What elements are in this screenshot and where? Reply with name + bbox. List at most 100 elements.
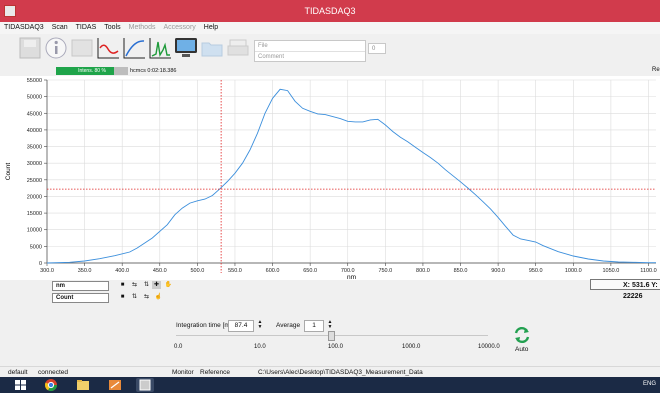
taskbar: ENG: [0, 377, 660, 393]
slider-label-1: 10.0: [254, 344, 266, 350]
slider-label-4: 10000.0: [478, 344, 500, 350]
y-zoom-icon[interactable]: ⇅: [131, 294, 138, 300]
cursor-coordinate-readout: X: 531.6 Y: 22226: [590, 279, 660, 300]
y-tick-label: 45000: [27, 111, 42, 117]
x-tick-label: 550.0: [228, 268, 242, 274]
y-tick-label: 25000: [27, 178, 42, 184]
menu-bar: TIDASDAQ3 Scan TIDAS Tools Methods Accessory H…: [0, 22, 660, 34]
average-field[interactable]: 1: [304, 320, 324, 332]
reference-label: Re: [652, 67, 660, 73]
y-tick-label: 35000: [27, 145, 42, 151]
x-tick-label: 500.0: [190, 268, 204, 274]
slider-label-0: 0.0: [174, 344, 183, 350]
tidasdaq-task-icon[interactable]: [136, 378, 154, 392]
x-tick-label: 1100.0: [640, 268, 656, 274]
menu-tools[interactable]: Tools: [104, 24, 121, 31]
spectrum-green-icon[interactable]: [148, 36, 172, 60]
progress-label: Intens. 80 %: [78, 68, 106, 74]
x-tick-label: 400.0: [115, 268, 129, 274]
file-input[interactable]: File: [258, 43, 268, 49]
x-tick-label: 300.0: [40, 268, 54, 274]
status-bar: default connected Monitor Reference C:\U…: [0, 366, 660, 378]
x-unit-panel[interactable]: nm: [52, 281, 109, 291]
spectrum-red-icon[interactable]: [96, 36, 120, 60]
y-tick-label: 0: [39, 261, 42, 267]
menu-tidas[interactable]: TIDAS: [75, 24, 97, 31]
menu-scan[interactable]: Scan: [51, 24, 68, 31]
y-tick-label: 15000: [27, 211, 42, 217]
integration-time-field[interactable]: 87.4: [228, 320, 254, 332]
system-tray-language[interactable]: ENG: [642, 381, 656, 387]
menu-tidasdaq3[interactable]: TIDASDAQ3: [4, 24, 44, 31]
y-tick-label: 5000: [30, 244, 42, 250]
x-tick-label: 1000.0: [565, 268, 582, 274]
x-lock-icon[interactable]: ■: [120, 282, 125, 288]
integration-time-label: Integration time [ms]: [176, 322, 235, 329]
y-axis: 0 5000 10000 15000 20000 25000 30000 35000 40000…: [27, 78, 48, 267]
y-tick-label: 20000: [27, 194, 42, 200]
chart-background: [0, 76, 660, 280]
integration-spinner[interactable]: ▲ ▼: [257, 319, 263, 330]
average-spinner[interactable]: ▲ ▼: [327, 319, 333, 330]
app-package-icon[interactable]: [106, 378, 124, 392]
spectrum-line: [46, 88, 656, 264]
x-scale-icon[interactable]: ⇅: [143, 282, 150, 288]
y-scale-icon[interactable]: ⇆: [143, 294, 150, 300]
x-tick-label: 800.0: [416, 268, 430, 274]
x-axis: 300.0 350.0 400.0 450.0 500.0 550.0 600.0 650.0…: [40, 262, 657, 274]
x-tick-label: 900.0: [491, 268, 505, 274]
comment-input[interactable]: Comment: [255, 51, 365, 62]
y-unit-panel[interactable]: Count: [52, 293, 109, 303]
grid-icon[interactable]: [70, 36, 94, 60]
file-explorer-icon[interactable]: [74, 378, 92, 392]
spectrum-chart[interactable]: 0 5000 10000 15000 20000 25000 30000 35000 40000…: [0, 76, 660, 280]
print-icon[interactable]: [226, 36, 250, 60]
x-tick-label: 450.0: [153, 268, 167, 274]
menu-accessory[interactable]: Accessory: [163, 24, 196, 31]
spectrum-line-icon[interactable]: [122, 36, 146, 60]
hand-icon[interactable]: ☝: [154, 294, 163, 300]
x-tick-label: 850.0: [454, 268, 468, 274]
toolbar: File Comment 0: [0, 34, 660, 64]
x-tick-label: 750.0: [378, 268, 392, 274]
status-connection: connected: [38, 369, 68, 376]
file-comment-box: File Comment: [254, 40, 366, 62]
auto-refresh-icon[interactable]: [512, 326, 532, 344]
x-zoom-icon[interactable]: ⇆: [131, 282, 138, 288]
status-data-path: C:\Users\Alec\Desktop\TIDASDAQ3_Measurem…: [258, 369, 423, 376]
y-tick-label: 50000: [27, 95, 42, 101]
y-tick-label: 40000: [27, 128, 42, 134]
y-tick-label: 55000: [27, 78, 42, 84]
start-icon[interactable]: [12, 378, 30, 392]
x-tick-label: 350.0: [78, 268, 92, 274]
menu-help[interactable]: Help: [203, 24, 219, 31]
y-lock-icon[interactable]: ■: [120, 294, 125, 300]
intensity-progress: Intens. 80 %: [56, 67, 128, 75]
pan-icon[interactable]: ✋: [164, 282, 173, 288]
x-tick-label: 700.0: [341, 268, 355, 274]
y-tick-label: 10000: [27, 228, 42, 234]
save-icon[interactable]: [18, 36, 42, 60]
acquisition-time: hcmcs 0:02:18.386: [130, 68, 177, 74]
count-field[interactable]: 0: [368, 43, 386, 54]
monitor-icon[interactable]: [174, 36, 198, 60]
menu-methods[interactable]: Methods: [128, 24, 156, 31]
info-icon[interactable]: [44, 36, 68, 60]
crosshair-icon[interactable]: ✚: [152, 281, 161, 289]
chrome-icon[interactable]: [42, 378, 60, 392]
window-title: TIDASDAQ3: [304, 6, 356, 16]
x-tick-label: 1050.0: [602, 268, 619, 274]
x-tick-label: 650.0: [303, 268, 317, 274]
average-label: Average: [276, 322, 301, 329]
status-reference[interactable]: Reference: [200, 369, 230, 376]
title-bar: TIDASDAQ3: [0, 0, 660, 22]
x-tick-label: 950.0: [529, 268, 543, 274]
x-tick-label: 600.0: [266, 268, 280, 274]
slider-label-2: 100.0: [328, 344, 344, 350]
folder-icon[interactable]: [200, 36, 224, 60]
status-default: default: [8, 369, 28, 376]
app-icon[interactable]: [4, 5, 16, 17]
integration-slider-thumb[interactable]: [328, 331, 335, 341]
y-tick-label: 30000: [27, 161, 42, 167]
status-monitor[interactable]: Monitor: [172, 369, 194, 376]
